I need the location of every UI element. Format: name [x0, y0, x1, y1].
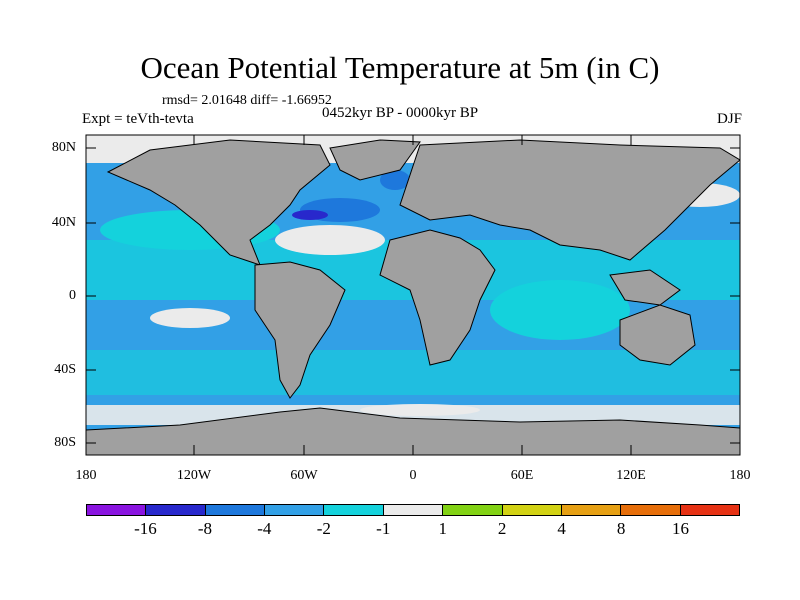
- southeast-asia-islands: [609, 269, 681, 306]
- map-field: [86, 135, 740, 455]
- lat-label-0: 0: [69, 288, 76, 303]
- lat-label-40s: 40S: [54, 362, 76, 377]
- lon-label-120e: 120E: [616, 468, 646, 483]
- colorbar-box: [680, 505, 739, 515]
- antarctica: [86, 407, 740, 455]
- colorbar-label: -16: [134, 519, 157, 538]
- south-light-band: [86, 350, 740, 395]
- colorbar-label: 2: [497, 519, 507, 538]
- colorbar-box: [205, 505, 266, 515]
- period-label: 0452kyr BP - 0000kyr BP: [322, 105, 479, 121]
- colorbar-box: [324, 505, 384, 515]
- colorbar-label: 8: [616, 519, 626, 538]
- north-america: [106, 139, 331, 266]
- colorbar-box: [502, 505, 562, 515]
- lat-label-80n: 80N: [51, 140, 76, 155]
- southern-neutral-patch: [360, 404, 480, 416]
- season-label: DJF: [716, 111, 742, 127]
- experiment-label: Expt = teVth-tevta: [82, 111, 194, 127]
- atlantic-neutral-patch: [275, 225, 385, 255]
- lon-label-60e: 60E: [510, 468, 534, 483]
- indian-light-patch: [490, 280, 630, 340]
- lon-label-60w: 60W: [290, 468, 318, 483]
- north-atlantic-coldest: [292, 210, 328, 220]
- colorbar-box: [383, 505, 444, 515]
- australia: [619, 304, 696, 366]
- lon-label-180w: 180: [75, 468, 97, 483]
- lon-label-0: 0: [409, 468, 417, 483]
- chart-title: Ocean Potential Temperature at 5m (in C): [140, 50, 660, 85]
- africa: [379, 229, 496, 366]
- colorbar-label: 4: [557, 519, 566, 538]
- colorbar-label: 16: [672, 519, 690, 538]
- south-america: [254, 261, 346, 399]
- stats-text: rmsd= 2.01648 diff= -1.66952: [162, 93, 332, 108]
- lat-label-80s: 80S: [54, 435, 76, 450]
- axis-ticks: [86, 135, 740, 455]
- land-masses: [86, 139, 740, 455]
- south-pacific-neutral-patch: [150, 308, 230, 328]
- colorbar-box: [146, 505, 206, 515]
- colorbar-box: [561, 505, 622, 515]
- eurasia: [399, 139, 740, 261]
- lat-label-40n: 40N: [51, 215, 76, 230]
- colorbar-label: -8: [197, 519, 212, 538]
- lon-label-120w: 120W: [176, 468, 212, 483]
- colorbar-label: -4: [257, 519, 272, 538]
- colorbar-label: 1: [438, 519, 447, 538]
- lon-label-180e: 180: [729, 468, 751, 483]
- colorbar-label: -1: [376, 519, 391, 538]
- colorbar-box: [443, 505, 503, 515]
- greenland: [329, 139, 421, 181]
- colorbar-box: [621, 505, 681, 515]
- colorbar-label: -2: [316, 519, 331, 538]
- colorbar-box: [265, 505, 325, 515]
- colorbar-box: [87, 505, 147, 515]
- norwegian-sea-cold: [380, 170, 410, 190]
- colorbar: [86, 504, 740, 516]
